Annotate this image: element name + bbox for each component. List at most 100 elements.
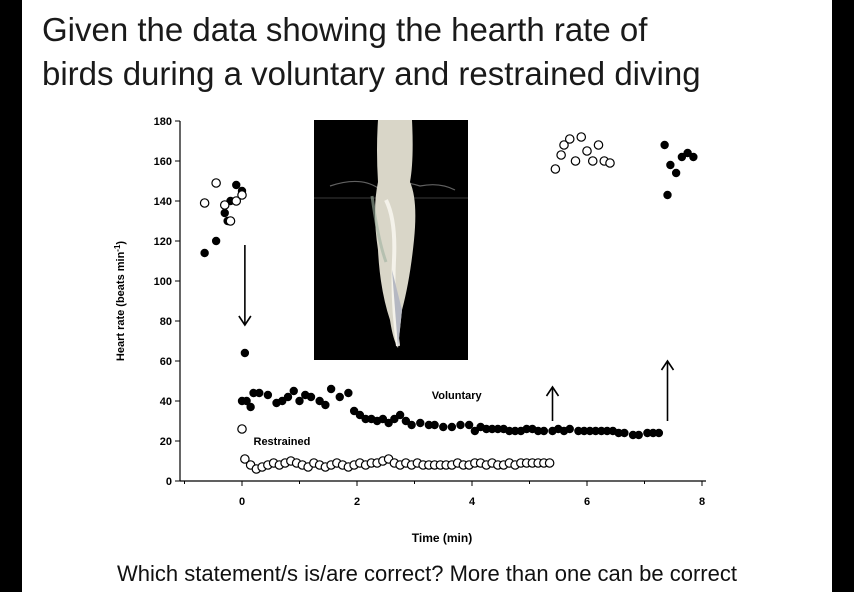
voluntary-data-point xyxy=(565,424,574,434)
x-tick-label: 4 xyxy=(469,496,476,508)
chart-labels: Voluntary Restrained xyxy=(254,390,483,448)
x-tick-label: 6 xyxy=(584,496,590,508)
arrow-head-up xyxy=(545,385,560,397)
voluntary-data-point xyxy=(430,420,439,430)
voluntary-data-point xyxy=(395,410,405,420)
restrained-data-point xyxy=(211,178,221,188)
restrained-data-point xyxy=(556,150,566,160)
restrained-data-point xyxy=(544,458,555,468)
voluntary-data-point xyxy=(493,424,503,434)
voluntary-data-point xyxy=(211,236,221,246)
voluntary-data-point xyxy=(648,428,658,438)
gannet-diving-photo xyxy=(314,120,468,360)
y-tick-label: 100 xyxy=(154,276,172,288)
voluntary-data-point xyxy=(654,428,664,438)
bird-beak xyxy=(392,270,402,348)
restrained-data-point xyxy=(559,140,569,150)
voluntary-data-point xyxy=(574,426,583,436)
arrow-head-down xyxy=(238,315,252,327)
restrained-data-point xyxy=(225,216,236,226)
x-tick-label: 0 xyxy=(239,496,245,508)
voluntary-data-point xyxy=(283,392,293,402)
voluntary-data-point xyxy=(602,426,612,436)
chart-axes: 0 20 40 60 80 100 120 140 160 180 0 2 4 6 8 Time (min) H… xyxy=(113,116,706,545)
y-tick-label: 160 xyxy=(154,156,172,168)
chart-arrows xyxy=(238,245,675,421)
arrow-head-up xyxy=(660,359,675,371)
y-tick-label: 80 xyxy=(160,316,172,328)
voluntary-data-point xyxy=(533,426,543,436)
voluntary-data-point xyxy=(246,402,255,412)
voluntary-data-point xyxy=(416,418,425,428)
voluntary-data-point xyxy=(326,384,336,394)
restrained-data-point xyxy=(237,190,247,200)
restrained-data-point xyxy=(564,134,575,144)
voluntary-data-point xyxy=(620,428,629,438)
y-tick-label: 0 xyxy=(166,476,172,488)
voluntary-data-point xyxy=(628,430,638,440)
voluntary-data-point xyxy=(240,348,250,358)
voluntary-data-point xyxy=(447,422,457,432)
voluntary-data-point xyxy=(510,426,520,436)
slide-title-line-2: birds during a voluntary and restrained … xyxy=(42,55,701,92)
x-axis-label: Time (min) xyxy=(412,531,472,545)
voluntary-data-point xyxy=(289,386,298,396)
x-tick-label: 8 xyxy=(699,496,705,508)
voluntary-data-point xyxy=(666,160,675,170)
y-tick-label: 140 xyxy=(154,196,172,208)
voluntary-data-point xyxy=(591,426,600,436)
heart-rate-chart: 0 20 40 60 80 100 120 140 160 180 0 2 4 6 8 Time (min) H… xyxy=(113,116,706,545)
bird-highlight xyxy=(384,199,400,347)
slide: Given the data showing the hearth rate o… xyxy=(22,0,832,592)
series-voluntary xyxy=(200,140,698,440)
voluntary-data-point xyxy=(232,180,241,190)
voluntary-data-point xyxy=(295,396,304,406)
annotation-restrained: Restrained xyxy=(254,436,311,448)
voluntary-data-point xyxy=(242,396,251,406)
voluntary-data-point xyxy=(634,430,643,440)
restrained-data-point xyxy=(550,164,561,174)
y-tick-label: 60 xyxy=(160,356,172,368)
voluntary-data-point xyxy=(424,420,434,430)
voluntary-data-point xyxy=(522,424,531,434)
series-restrained xyxy=(199,132,615,474)
voluntary-data-point xyxy=(614,428,623,438)
y-tick-label: 40 xyxy=(160,396,172,408)
voluntary-data-point xyxy=(671,168,681,178)
annotation-voluntary: Voluntary xyxy=(432,390,483,402)
y-tick-label: 20 xyxy=(160,436,172,448)
x-tick-label: 2 xyxy=(354,496,360,508)
voluntary-data-point xyxy=(660,140,669,150)
y-tick-label: 180 xyxy=(154,116,172,128)
restrained-data-point xyxy=(219,200,230,210)
restrained-data-point xyxy=(605,158,615,168)
restrained-data-point xyxy=(231,196,242,206)
voluntary-data-point xyxy=(249,388,258,398)
voluntary-data-point xyxy=(200,248,209,258)
voluntary-data-point xyxy=(407,420,416,430)
restrained-data-point xyxy=(570,156,581,166)
y-axis-label: Heart rate (beats min-1) xyxy=(113,241,128,362)
voluntary-data-point xyxy=(585,426,595,436)
voluntary-data-point xyxy=(505,426,514,436)
voluntary-data-point xyxy=(482,424,491,434)
voluntary-data-point xyxy=(464,420,474,430)
slide-title-line-1: Given the data showing the hearth rate o… xyxy=(42,11,648,48)
voluntary-data-point xyxy=(456,420,465,430)
restrained-data-point xyxy=(199,198,210,208)
question-text: Which statement/s is/are correct? More t… xyxy=(117,561,737,586)
restrained-data-point xyxy=(576,132,587,142)
voluntary-data-point xyxy=(663,190,672,200)
chart-points xyxy=(199,132,698,474)
water-splash-right xyxy=(370,195,388,263)
voluntary-data-point xyxy=(335,392,344,402)
voluntary-data-point xyxy=(439,422,448,432)
voluntary-data-point xyxy=(689,152,698,162)
voluntary-data-point xyxy=(579,426,589,436)
voluntary-data-point xyxy=(361,414,370,424)
restrained-data-point xyxy=(587,156,598,166)
slide-title: Given the data showing the hearth rate o… xyxy=(42,8,822,96)
voluntary-data-point xyxy=(306,392,316,402)
voluntary-data-point xyxy=(539,426,549,436)
restrained-data-point xyxy=(593,140,604,150)
